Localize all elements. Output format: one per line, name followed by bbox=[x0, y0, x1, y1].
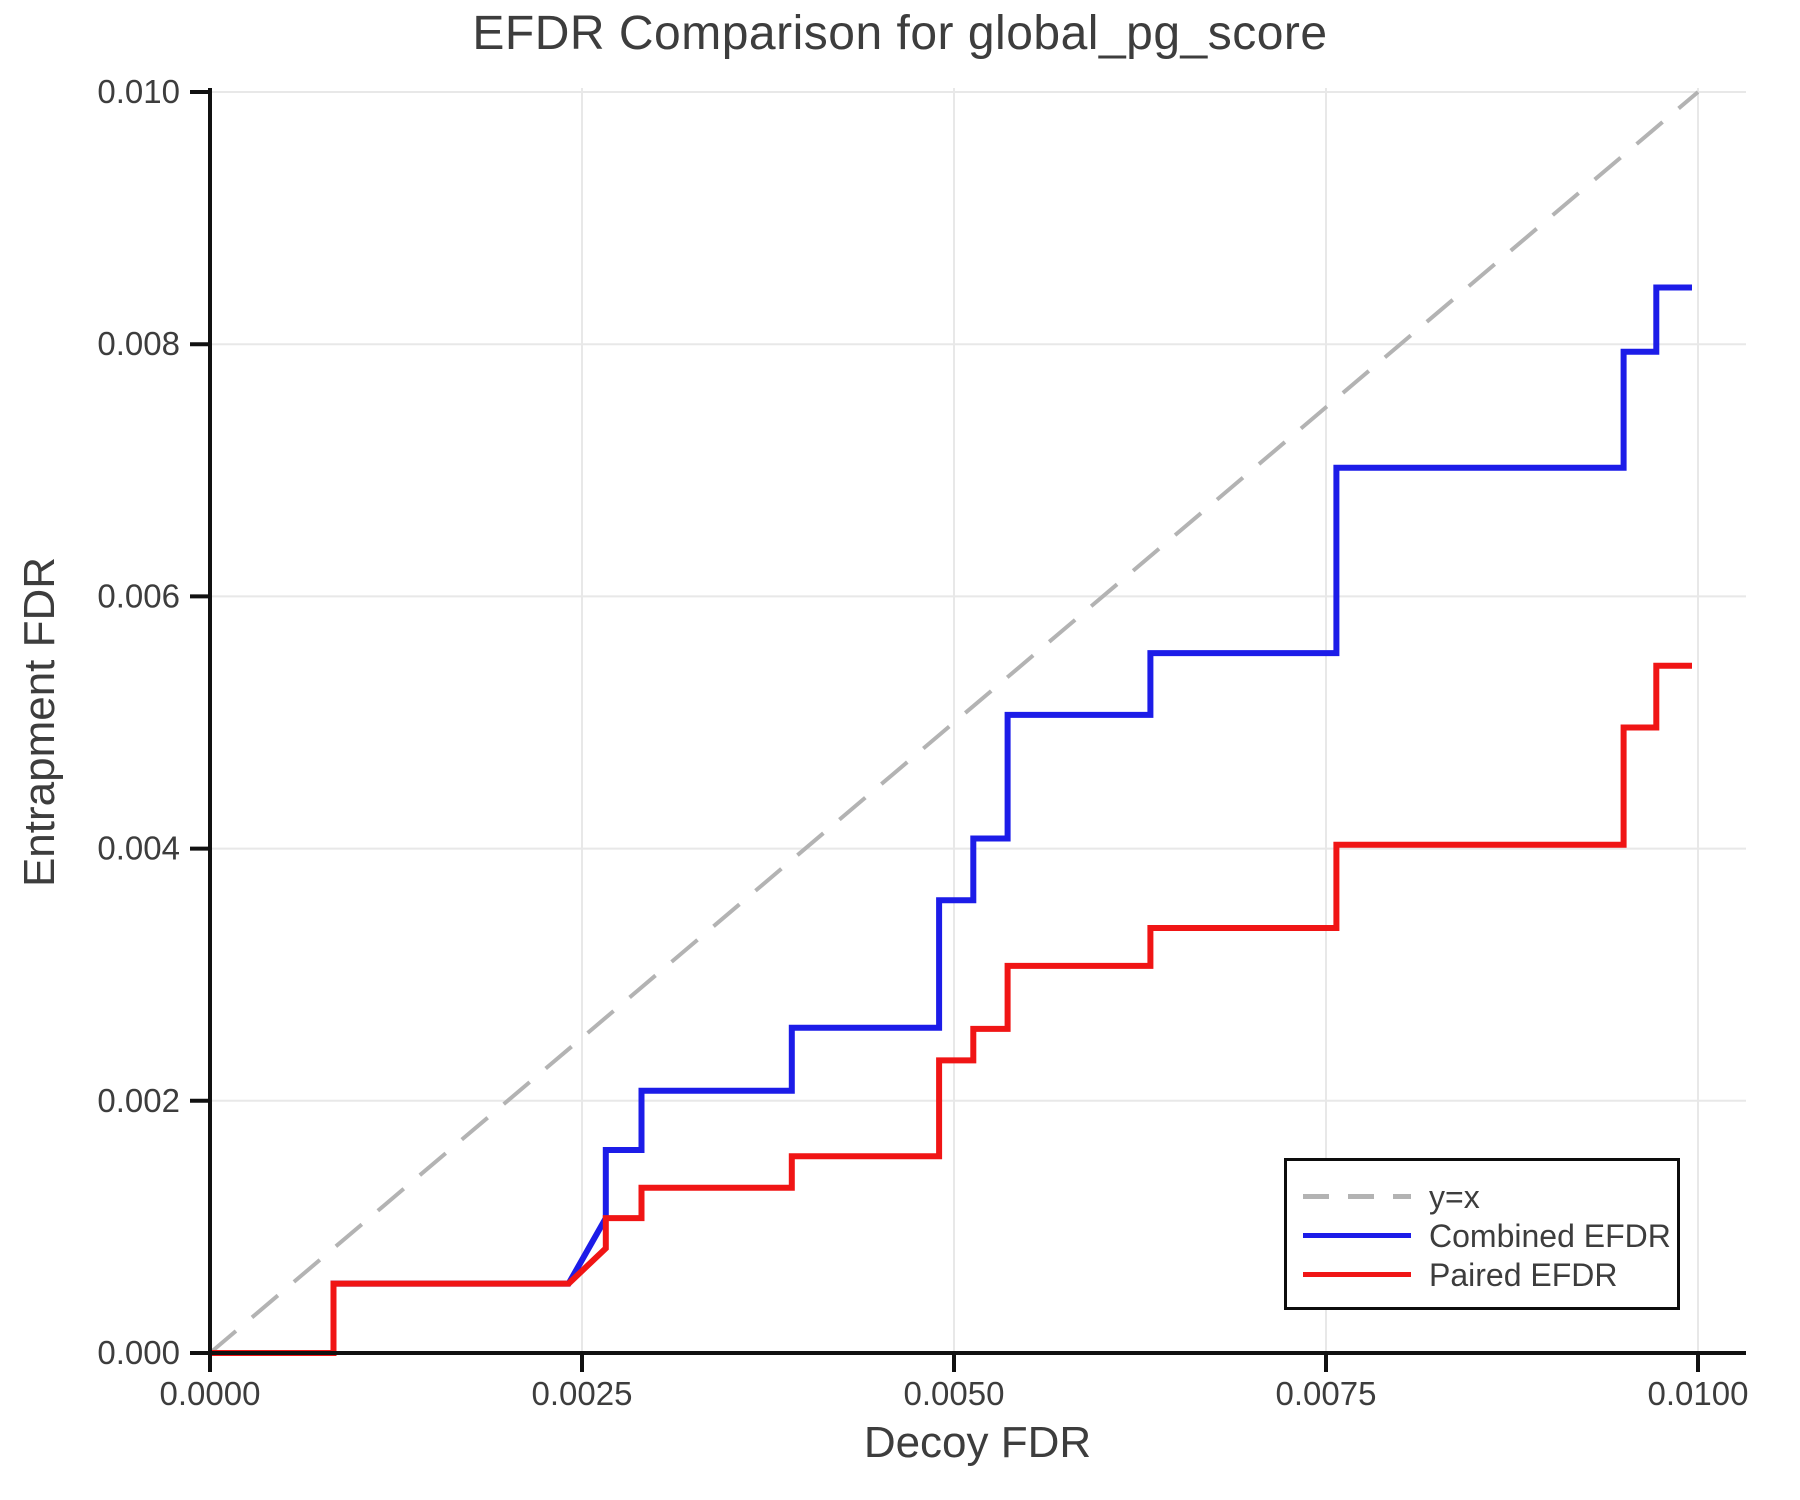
x-tick-label: 0.0000 bbox=[160, 1375, 261, 1412]
y-tick-label: 0.010 bbox=[97, 73, 180, 110]
legend-sample-combined-efdr bbox=[1303, 1233, 1411, 1238]
legend-label-y-x: y=x bbox=[1429, 1178, 1480, 1215]
legend-label-paired-efdr: Paired EFDR bbox=[1429, 1256, 1618, 1293]
legend-item-y-x: y=x bbox=[1303, 1177, 1677, 1216]
y-tick-label: 0.000 bbox=[97, 1334, 180, 1371]
x-tick-label: 0.0075 bbox=[1276, 1375, 1377, 1412]
legend: y=x Combined EFDR Paired EFDR bbox=[1284, 1158, 1680, 1310]
y-tick-label: 0.002 bbox=[97, 1082, 180, 1119]
legend-sample-paired-efdr bbox=[1303, 1272, 1411, 1277]
legend-item-combined-efdr: Combined EFDR bbox=[1303, 1216, 1677, 1255]
legend-sample-y-x bbox=[1303, 1194, 1411, 1199]
legend-item-paired-efdr: Paired EFDR bbox=[1303, 1255, 1677, 1294]
x-tick-label: 0.0050 bbox=[904, 1375, 1005, 1412]
y-tick-label: 0.004 bbox=[97, 830, 180, 867]
legend-label-combined-efdr: Combined EFDR bbox=[1429, 1217, 1671, 1254]
x-tick-label: 0.0025 bbox=[532, 1375, 633, 1412]
series-paired-efdr bbox=[210, 662, 1692, 1356]
x-axis-label: Decoy FDR bbox=[863, 1418, 1092, 1467]
y-tick-label: 0.008 bbox=[97, 325, 180, 362]
x-tick-label: 0.0100 bbox=[1648, 1375, 1749, 1412]
y-tick-label: 0.006 bbox=[97, 577, 180, 614]
series-y-x bbox=[208, 90, 1700, 1355]
chart-title: EFDR Comparison for global_pg_score bbox=[472, 7, 1328, 60]
